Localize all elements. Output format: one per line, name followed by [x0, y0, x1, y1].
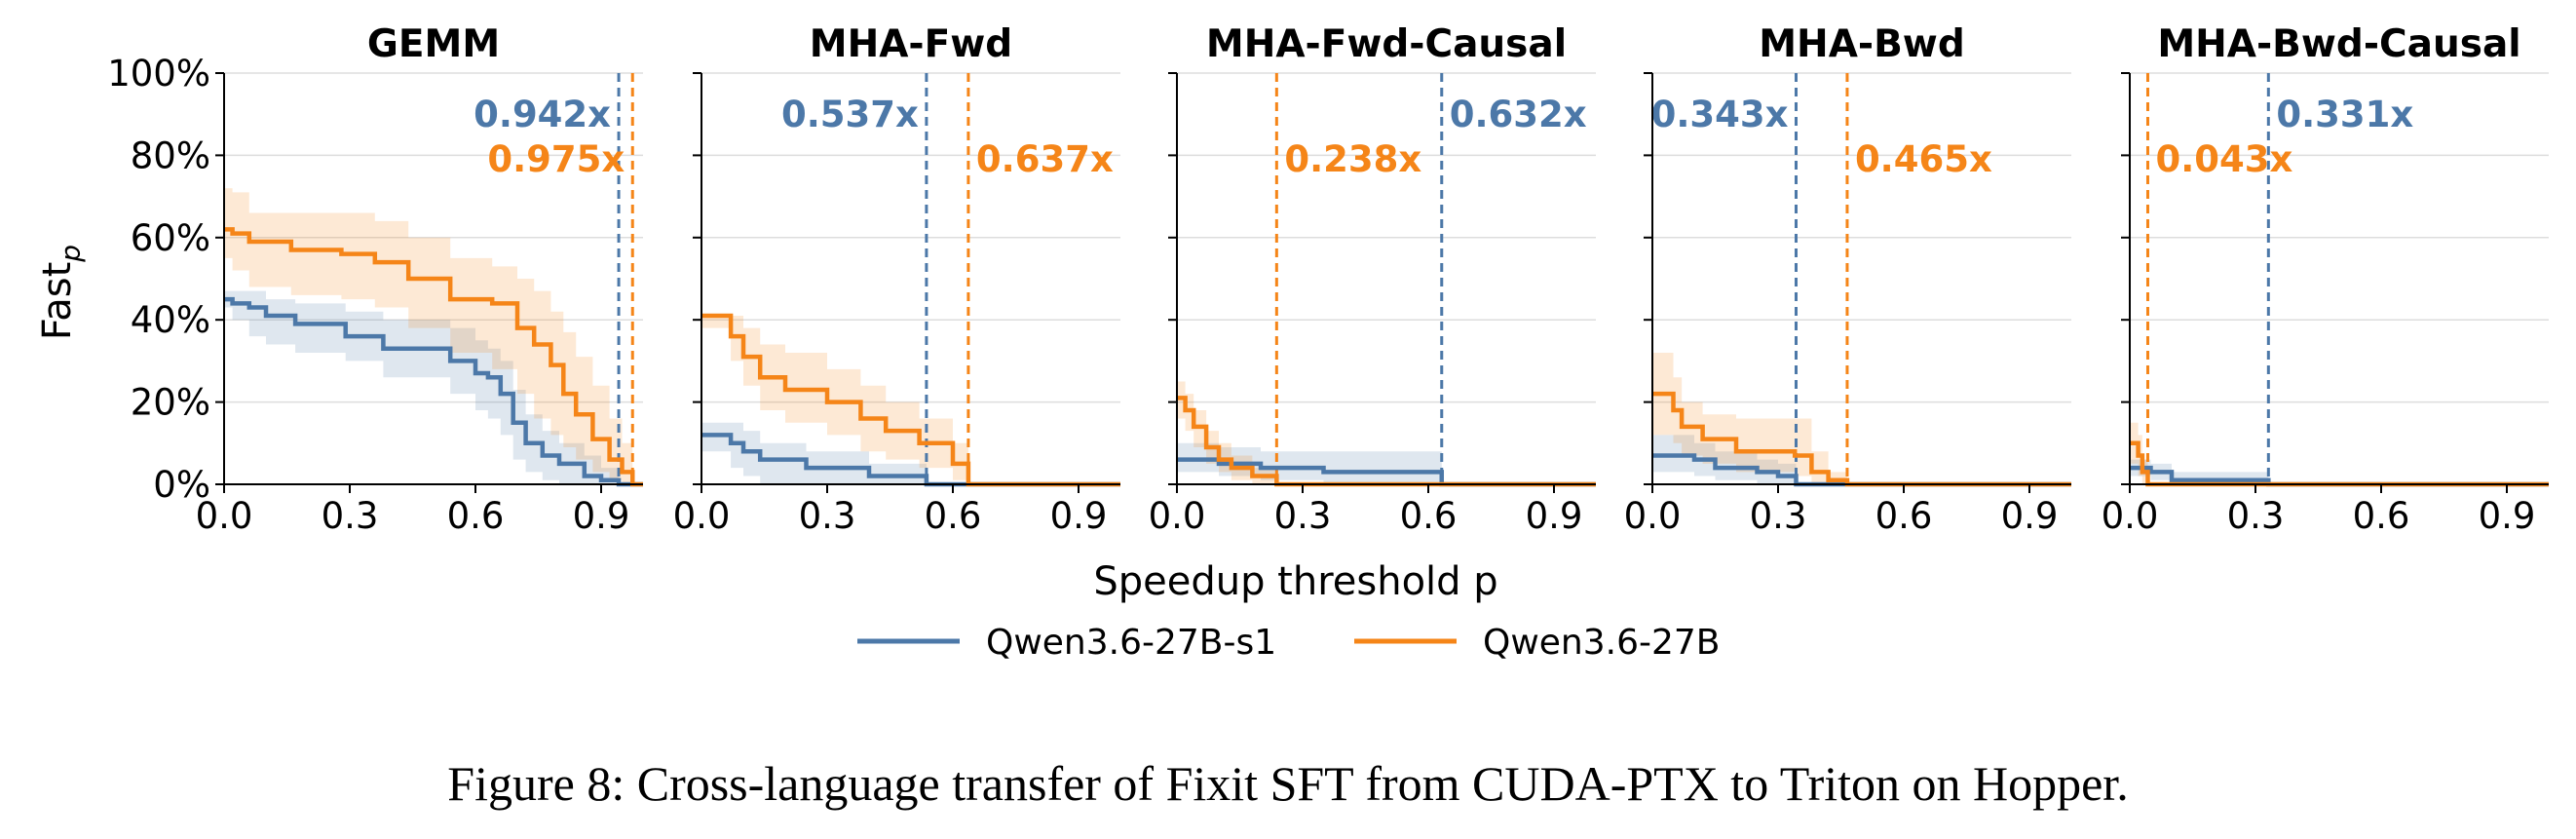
threshold-label-base: 0.637x — [976, 138, 1114, 180]
threshold-label-s1: 0.537x — [781, 94, 919, 135]
panel-title: MHA-Bwd-Causal — [2157, 22, 2520, 66]
threshold-label-s1: 0.942x — [474, 94, 611, 135]
x-tick-label: 0.9 — [1526, 495, 1583, 537]
x-tick-label: 0.9 — [573, 495, 630, 537]
series-line-s1 — [1177, 457, 1596, 487]
x-tick-label: 0.6 — [925, 495, 982, 537]
y-tick-label: 80% — [131, 134, 210, 176]
panel-3: 0.632x 0.238x 0.0 0.3 0.6 0.9 MHA-Fwd-Causal — [1149, 22, 1596, 537]
series-line-base — [1177, 396, 1596, 487]
confidence-band-base — [224, 188, 633, 484]
panel-title: MHA-Fwd-Causal — [1206, 22, 1567, 66]
x-tick-label: 0.6 — [447, 495, 505, 537]
confidence-band-base — [1177, 381, 1277, 484]
y-axis-label: Fastp — [35, 245, 87, 340]
threshold-label-base: 0.043x — [2155, 138, 2292, 180]
legend-label-s1: Qwen3.6-27B-s1 — [986, 623, 1276, 663]
threshold-label-s1: 0.343x — [1651, 94, 1789, 135]
legend-label-base: Qwen3.6-27B — [1483, 623, 1721, 663]
y-tick-label: 100% — [107, 53, 210, 95]
threshold-label-s1: 0.331x — [2276, 94, 2413, 135]
y-tick-label: 60% — [131, 217, 210, 259]
x-tick-label: 0.3 — [1750, 495, 1807, 537]
x-tick-label: 0.6 — [1400, 495, 1458, 537]
panel-4: 0.343x 0.465x 0.0 0.3 0.6 0.9 MHA-Bwd — [1624, 22, 2071, 537]
x-tick-label: 0.0 — [196, 495, 253, 537]
x-tick-label: 0.6 — [1875, 495, 1933, 537]
series-line-s1 — [1652, 453, 2071, 487]
figure-caption: Figure 8: Cross-language transfer of Fix… — [447, 756, 2129, 811]
y-tick-label: 40% — [131, 299, 210, 341]
threshold-label-base: 0.238x — [1284, 138, 1421, 180]
series-line-base — [1652, 391, 2071, 487]
threshold-label-base: 0.975x — [487, 138, 625, 180]
x-tick-label: 0.0 — [2102, 495, 2159, 537]
x-tick-label: 0.6 — [2353, 495, 2410, 537]
panel-title: MHA-Bwd — [1759, 22, 1965, 66]
series-line-s1 — [701, 433, 1120, 487]
x-tick-label: 0.3 — [322, 495, 379, 537]
legend: Qwen3.6-27B-s1 Qwen3.6-27B — [857, 623, 1721, 663]
y-axis-label-subscript: p — [55, 245, 87, 263]
series-line-base — [2130, 440, 2549, 487]
y-tick-label: 20% — [131, 382, 210, 424]
x-tick-label: 0.0 — [673, 495, 731, 537]
confidence-band-base — [1652, 352, 1847, 484]
x-tick-label: 0.0 — [1624, 495, 1682, 537]
x-tick-label: 0.0 — [1149, 495, 1206, 537]
x-tick-label: 0.9 — [1050, 495, 1108, 537]
y-axis-label-main: Fast — [35, 262, 80, 340]
x-tick-label: 0.9 — [2479, 495, 2536, 537]
y-tick-label: 0% — [153, 464, 210, 506]
series-line-s1 — [224, 296, 643, 487]
x-tick-label: 0.3 — [2227, 495, 2285, 537]
x-axis-label: Speedup threshold p — [1093, 559, 1497, 604]
threshold-label-s1: 0.632x — [1450, 94, 1587, 135]
x-tick-label: 0.3 — [799, 495, 856, 537]
panel-2: 0.537x 0.637x 0.0 0.3 0.6 0.9 MHA-Fwd — [673, 22, 1120, 537]
x-tick-label: 0.9 — [2001, 495, 2059, 537]
x-tick-label: 0.3 — [1274, 495, 1332, 537]
threshold-label-base: 0.465x — [1855, 138, 1992, 180]
series-line-base — [701, 313, 1120, 487]
panel-title: GEMM — [367, 22, 500, 66]
panel-title: MHA-Fwd — [810, 22, 1012, 66]
confidence-band-s1 — [224, 290, 620, 484]
series-line-base — [224, 227, 643, 487]
